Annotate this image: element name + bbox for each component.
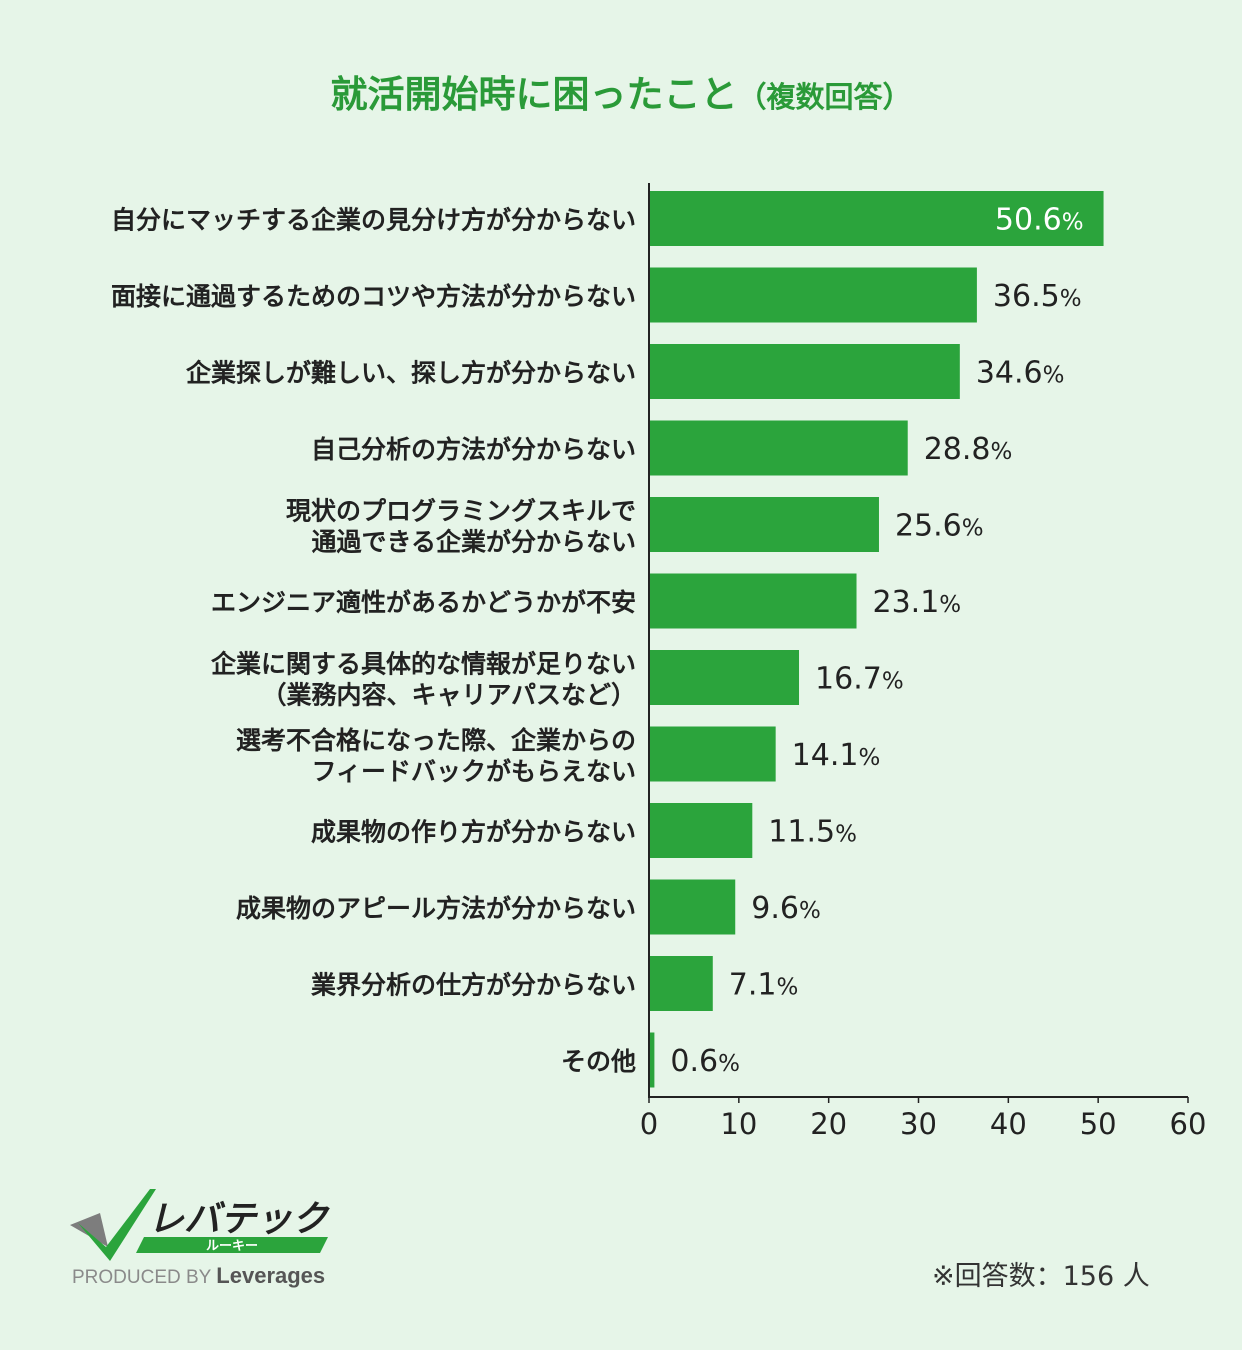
- bar-2: [649, 267, 977, 323]
- value-label-12: 0.6%: [670, 1044, 740, 1079]
- bar-3: [649, 344, 960, 399]
- value-label-10: 9.6%: [751, 891, 821, 926]
- value-label-4: 28.8%: [924, 432, 1013, 467]
- x-tick-label-50: 50: [1080, 1107, 1117, 1141]
- category-label-7-line-2: （業務内容、キャリアパスなど）: [261, 681, 636, 710]
- category-label-4: 自己分析の方法が分からない: [311, 435, 636, 464]
- bars-group: 自分にマッチする企業の見分け方が分からない 50.6% 面接に通過するためのコツや方…: [111, 191, 1104, 1088]
- category-label-6: エンジニア適性があるかどうかが不安: [211, 588, 636, 617]
- value-label-11: 7.1%: [729, 968, 799, 1003]
- value-label-1: 50.6%: [995, 203, 1084, 238]
- category-label-1: 自分にマッチする企業の見分け方が分からない: [111, 206, 636, 235]
- logo-check-shadow-icon: [70, 1213, 108, 1247]
- value-label-7: 16.7%: [815, 662, 904, 697]
- value-label-2: 36.5%: [993, 279, 1082, 314]
- logo-text: レバテック: [148, 1199, 330, 1240]
- category-label-11: 業界分析の仕方が分からない: [311, 971, 636, 1000]
- chart-subtitle: （複数回答）: [737, 80, 911, 114]
- category-label-12: その他: [561, 1047, 636, 1076]
- category-label-8-line-1: 選考不合格になった際、企業からの: [236, 726, 636, 755]
- produced-by-label: PRODUCED BY: [72, 1267, 212, 1288]
- bar-5: [649, 497, 879, 552]
- category-label-2: 面接に通過するためのコツや方法が分からない: [111, 282, 636, 311]
- value-label-9: 11.5%: [768, 815, 857, 850]
- bar-10: [649, 879, 736, 935]
- bar-9: [649, 803, 753, 858]
- x-tick-label-20: 20: [810, 1107, 847, 1141]
- logo-ribbon: [136, 1237, 328, 1253]
- bar-11: [649, 956, 713, 1011]
- category-label-9: 成果物の作り方が分からない: [311, 818, 636, 847]
- x-tick-label-10: 10: [720, 1107, 757, 1141]
- bar-1: [649, 191, 1104, 246]
- x-tick-label-40: 40: [990, 1107, 1027, 1141]
- category-label-7-line-1: 企業に関する具体的な情報が足りない: [211, 650, 636, 679]
- logo-subtext: ルーキー: [206, 1239, 258, 1254]
- bar-8: [649, 726, 776, 782]
- category-label-8-line-2: フィードバックがもらえない: [311, 757, 636, 786]
- levtech-rookie-logo: レバテック ルーキー: [70, 1189, 330, 1261]
- chart-title: 就活開始時に困ったこと（複数回答）: [330, 73, 911, 116]
- value-label-8: 14.1%: [792, 738, 881, 773]
- bar-6: [649, 573, 857, 629]
- value-label-3: 34.6%: [976, 356, 1065, 391]
- bar-chart: 就活開始時に困ったこと（複数回答） 自分にマッチする企業の見分け方が分からない 5…: [111, 73, 1207, 1141]
- value-label-5: 25.6%: [895, 509, 984, 544]
- bar-4: [649, 420, 908, 476]
- respondent-count-note: ※回答数：156 人: [932, 1261, 1150, 1292]
- bar-12: [649, 1032, 655, 1088]
- chart-title-main: 就活開始時に困ったこと: [330, 73, 737, 116]
- x-tick-label-60: 60: [1170, 1107, 1207, 1141]
- x-tick-label-0: 0: [640, 1107, 658, 1141]
- produced-by-credit: PRODUCED BY Leverages: [72, 1263, 325, 1289]
- axes-group: 0 10 20 30 40 50 60: [640, 183, 1207, 1141]
- category-label-5-line-2: 通過できる企業が分からない: [311, 528, 636, 557]
- category-label-10: 成果物のアピール方法が分からない: [236, 894, 636, 923]
- category-label-3: 企業探しが難しい、探し方が分からない: [186, 359, 636, 388]
- logo-check-icon: [78, 1189, 156, 1261]
- bar-7: [649, 650, 800, 705]
- x-tick-label-30: 30: [900, 1107, 937, 1141]
- category-label-5-line-1: 現状のプログラミングスキルで: [286, 497, 636, 526]
- value-label-6: 23.1%: [873, 585, 962, 620]
- company-name: Leverages: [216, 1263, 326, 1288]
